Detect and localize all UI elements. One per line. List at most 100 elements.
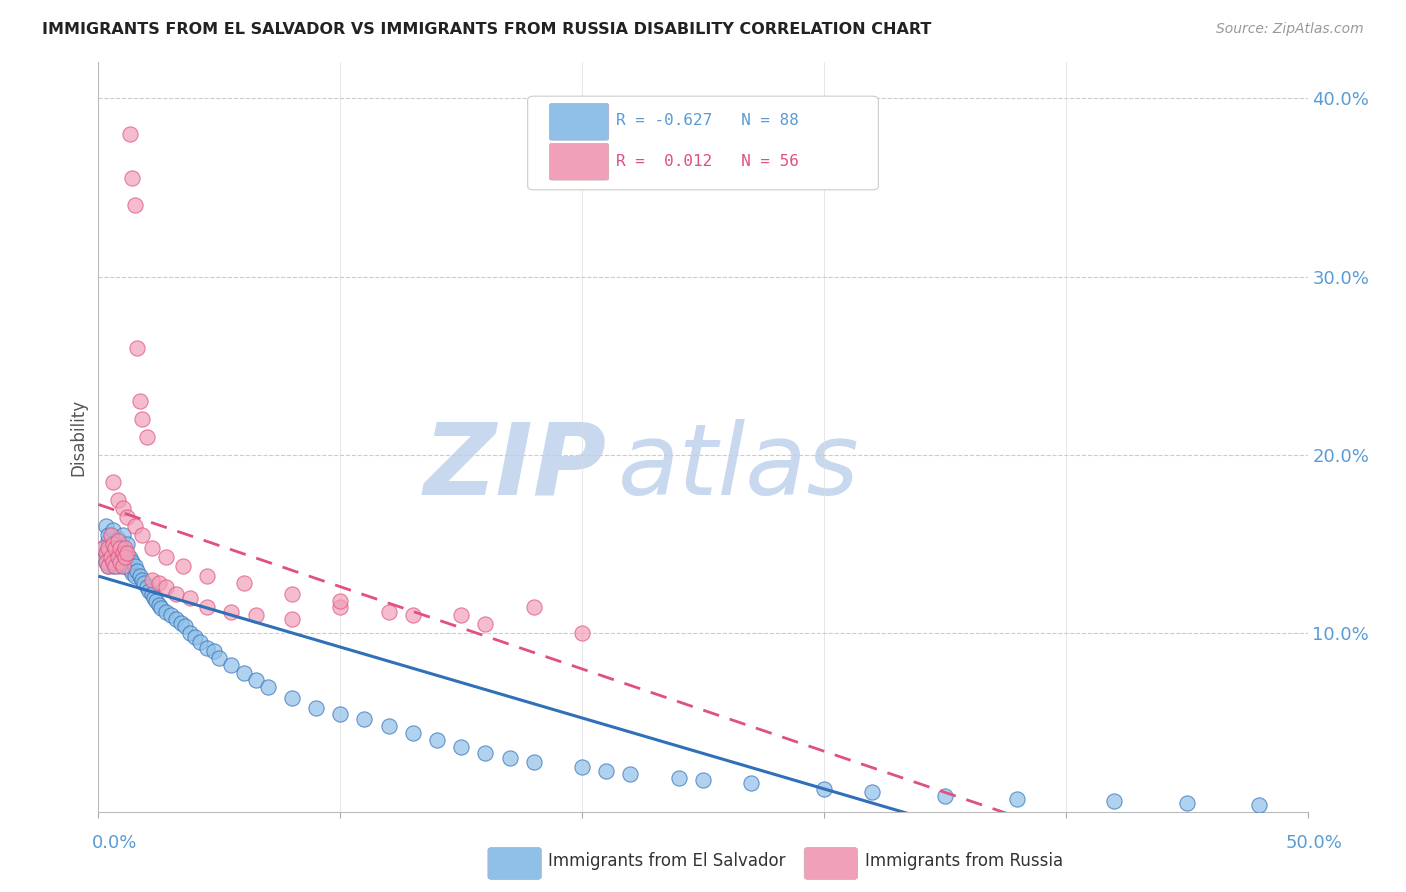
Point <box>377 605 399 619</box>
Point <box>121 555 143 569</box>
Point <box>195 640 218 655</box>
Point <box>474 746 496 760</box>
Point <box>108 537 131 551</box>
Point <box>101 523 124 537</box>
Point <box>100 541 122 555</box>
Point <box>117 537 139 551</box>
Point <box>107 541 129 555</box>
Point <box>97 541 120 555</box>
Point <box>94 546 117 560</box>
Point <box>104 541 127 555</box>
Point <box>450 608 472 623</box>
Point <box>426 733 449 747</box>
Point <box>221 658 243 673</box>
Point <box>108 549 131 564</box>
Point <box>208 651 231 665</box>
Point <box>571 626 593 640</box>
Point <box>100 549 122 564</box>
Point <box>195 599 218 614</box>
Point <box>148 598 170 612</box>
Point <box>860 785 883 799</box>
Point <box>329 599 352 614</box>
Text: Source: ZipAtlas.com: Source: ZipAtlas.com <box>1216 22 1364 37</box>
Point <box>121 171 143 186</box>
Point <box>160 608 183 623</box>
Point <box>1249 797 1271 812</box>
Point <box>281 587 304 601</box>
Point <box>450 740 472 755</box>
Point <box>571 760 593 774</box>
Point <box>121 566 143 580</box>
Point <box>107 533 129 548</box>
Point <box>131 412 153 426</box>
Point <box>97 533 120 548</box>
Point <box>100 528 122 542</box>
Point <box>179 626 201 640</box>
Point <box>97 558 120 573</box>
Point <box>118 551 141 566</box>
Point <box>100 551 122 566</box>
Text: IMMIGRANTS FROM EL SALVADOR VS IMMIGRANTS FROM RUSSIA DISABILITY CORRELATION CHA: IMMIGRANTS FROM EL SALVADOR VS IMMIGRANT… <box>42 22 932 37</box>
Point <box>107 549 129 564</box>
Point <box>114 541 136 555</box>
Point <box>155 580 177 594</box>
Point <box>595 764 617 778</box>
Point <box>117 558 139 573</box>
Point <box>124 519 146 533</box>
Point <box>523 599 546 614</box>
Point <box>138 583 160 598</box>
Point <box>184 630 207 644</box>
Point <box>145 594 167 608</box>
Point <box>329 706 352 721</box>
Point <box>740 776 762 790</box>
Point <box>128 394 150 409</box>
Point <box>94 555 117 569</box>
Point <box>232 665 254 680</box>
Point <box>165 612 187 626</box>
Point <box>108 541 131 555</box>
Point <box>94 546 117 560</box>
Y-axis label: Disability: Disability <box>69 399 87 475</box>
Point <box>118 562 141 576</box>
Point <box>111 549 134 564</box>
Point <box>111 541 134 555</box>
Point <box>692 772 714 787</box>
Text: Immigrants from Russia: Immigrants from Russia <box>865 852 1063 870</box>
Point <box>104 546 127 560</box>
Point <box>245 673 267 687</box>
Point <box>101 537 124 551</box>
Point <box>329 594 352 608</box>
Point <box>934 789 956 803</box>
Text: Immigrants from El Salvador: Immigrants from El Salvador <box>548 852 786 870</box>
Point <box>127 564 149 578</box>
Point <box>813 781 835 796</box>
Point <box>117 549 139 564</box>
Point <box>169 615 191 630</box>
Point <box>107 532 129 546</box>
Point <box>498 751 520 765</box>
Text: ZIP: ZIP <box>423 418 606 516</box>
Point <box>141 541 163 555</box>
FancyBboxPatch shape <box>550 103 609 140</box>
Point <box>111 546 134 560</box>
Point <box>97 528 120 542</box>
Point <box>143 591 166 605</box>
Point <box>474 617 496 632</box>
Point <box>117 546 139 560</box>
Point <box>135 580 157 594</box>
Point <box>1175 796 1198 810</box>
Point <box>94 555 117 569</box>
Point <box>117 510 139 524</box>
Point <box>107 558 129 573</box>
Point <box>204 644 226 658</box>
Text: atlas: atlas <box>619 418 860 516</box>
Point <box>101 537 124 551</box>
Point <box>111 501 134 516</box>
Point <box>232 576 254 591</box>
Point <box>104 533 127 548</box>
Point <box>619 767 641 781</box>
Point <box>91 541 114 555</box>
Point <box>179 591 201 605</box>
Point <box>131 573 153 587</box>
Point <box>91 541 114 555</box>
